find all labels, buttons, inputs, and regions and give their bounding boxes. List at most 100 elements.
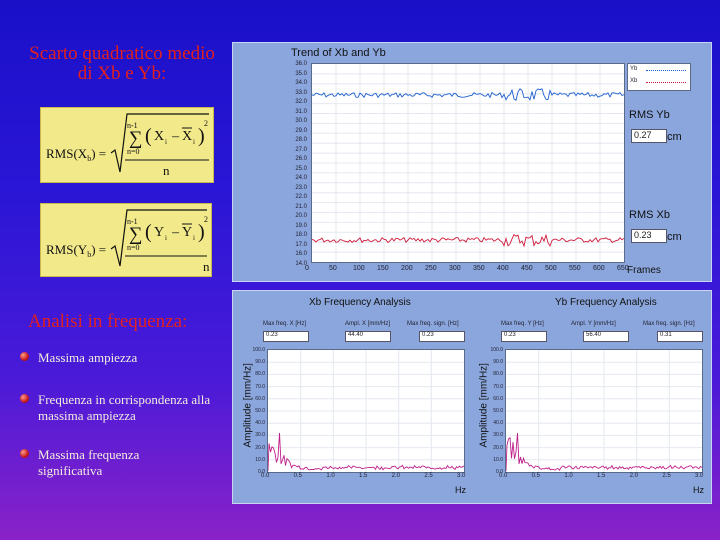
y-tick-label: 50.0	[255, 408, 265, 414]
y-tick-label: 80.0	[255, 371, 265, 378]
y-tick-label: 24.0	[295, 175, 307, 182]
trend-chart	[311, 64, 625, 262]
term-b: Y	[182, 225, 192, 240]
x-tick-label: 450	[521, 265, 533, 272]
yb-freq-plot	[505, 349, 703, 473]
y-tick-label: 20.0	[255, 444, 265, 451]
paren-close: )	[198, 221, 205, 243]
yb-freq-title: Yb Frequency Analysis	[555, 297, 657, 308]
y-tick-label: 17.0	[295, 241, 307, 248]
y-tick-label: 0.0	[258, 469, 265, 475]
bullet-freq-at-max: Frequenza in corrispondenza alla massima…	[38, 392, 211, 423]
x-tick-label: 1.5	[597, 473, 606, 479]
trend-x-unit: Frames	[627, 265, 661, 276]
power: 2	[204, 119, 208, 128]
rms-x-formula: RMS(Xb) = n-1 ∑ n=0 ( X i – X i ) 2 n	[40, 107, 214, 183]
y-tick-label: 32.0	[295, 99, 307, 106]
rms-xb-unit: cm	[667, 231, 682, 243]
y-tick-label: 14.0	[295, 261, 307, 267]
trend-x-axis: 0 50 100 150 200 250 300 350 400 450 500 550 600 650	[305, 265, 629, 275]
y-tick-label: 26.0	[295, 156, 307, 163]
xb-field-value-1: 0.23	[263, 331, 309, 342]
xb-spectrum-line	[267, 432, 465, 472]
legend-yb-label: Yb	[630, 66, 638, 72]
rms-xb-value: 0.23	[631, 229, 667, 243]
sum-lower: n=0	[127, 243, 140, 252]
denominator: n	[163, 163, 170, 178]
x-tick-label: 500	[545, 265, 557, 272]
legend-xb-label: Xb	[630, 78, 638, 84]
term-b-idx: i	[193, 138, 195, 146]
y-tick-label: 22.0	[295, 194, 307, 201]
y-tick-label: 0.0	[496, 469, 503, 475]
y-tick-label: 34.0	[295, 80, 307, 87]
yb-freq-y-axis: 100.0 90.0 80.0 70.0 60.0 50.0 40.0 30.0 20.0 10.…	[485, 347, 505, 481]
y-tick-label: 10.0	[493, 456, 503, 463]
x-tick-label: 1.5	[359, 473, 368, 479]
yb-field-value-2: 56.40	[583, 331, 629, 342]
y-tick-label: 19.0	[295, 222, 307, 229]
x-tick-label: 550	[569, 265, 581, 272]
bullet-max-amplitude: Massima ampiezza	[38, 350, 138, 365]
formula-x-lhs: RMS(Xb) =	[46, 146, 106, 163]
x-tick-label: 0.0	[499, 473, 508, 479]
x-tick-label: 200	[401, 265, 413, 272]
sqrt-sign	[110, 113, 209, 173]
term-a-idx: i	[165, 234, 167, 242]
y-tick-label: 60.0	[255, 395, 265, 402]
minus-sign: –	[171, 129, 180, 144]
term-b: X	[182, 129, 192, 144]
rms-y-formula-graphic: RMS(Yb) = n-1 ∑ n=0 ( Y i – Y i ) 2 n	[46, 209, 210, 274]
y-tick-label: 40.0	[255, 420, 265, 427]
yb-spectrum-line	[505, 432, 703, 472]
xb-field-label-3: Max freq. sign. [Hz]	[407, 321, 459, 327]
y-tick-label: 10.0	[255, 456, 265, 463]
trend-panel: Trend of Xb and Yb 36.0 35.0 34.0 33.0 32.0 3…	[232, 42, 712, 282]
y-tick-label: 36.0	[295, 61, 307, 67]
x-tick-label: 1.0	[564, 473, 573, 479]
yb-freq-x-axis: 0.0 0.5 1.0 1.5 2.0 2.5 3.0	[499, 473, 703, 481]
trend-title: Trend of Xb and Yb	[291, 47, 386, 59]
y-tick-label: 28.0	[295, 137, 307, 144]
trend-legend: Yb Xb	[627, 63, 691, 91]
xb-freq-x-axis: 0.0 0.5 1.0 1.5 2.0 2.5 3.0	[261, 473, 466, 481]
xb-field-value-2: 44.40	[345, 331, 391, 342]
y-tick-label: 100.0	[252, 347, 265, 353]
x-tick-label: 0.5	[531, 473, 540, 479]
y-tick-label: 70.0	[493, 383, 503, 390]
yb-freq-chart	[505, 350, 703, 472]
xb-freq-y-axis: 100.0 90.0 80.0 70.0 60.0 50.0 40.0 30.0 20.0 10.…	[247, 347, 267, 481]
xb-field-value-3: 0.23	[419, 331, 465, 342]
sum-upper: n-1	[127, 217, 138, 226]
paren-open: (	[145, 125, 152, 147]
sum-upper: n-1	[127, 121, 138, 130]
y-tick-label: 90.0	[493, 359, 503, 366]
y-tick-label: 20.0	[295, 213, 307, 220]
y-tick-label: 23.0	[295, 184, 307, 191]
xb-freq-chart	[267, 350, 465, 472]
yb-field-value-1: 0.23	[501, 331, 547, 342]
x-tick-label: 3.0	[457, 473, 466, 479]
y-tick-label: 31.0	[295, 108, 307, 115]
trend-plot	[311, 63, 625, 263]
y-tick-label: 35.0	[295, 70, 307, 77]
y-tick-label: 100.0	[490, 347, 503, 353]
yb-freq-xunit: Hz	[693, 485, 704, 495]
y-tick-label: 27.0	[295, 146, 307, 153]
x-tick-label: 300	[449, 265, 461, 272]
y-tick-label: 80.0	[493, 371, 503, 378]
paren-close: )	[198, 125, 205, 147]
legend-yb-swatch	[646, 70, 686, 71]
bullet-icon	[20, 394, 29, 403]
xb-freq-plot	[267, 349, 465, 473]
x-tick-label: 250	[425, 265, 437, 272]
y-tick-label: 40.0	[493, 420, 503, 427]
rms-yb-value: 0.27	[631, 129, 667, 143]
slide-heading: Scarto quadratico medio di Xb e Yb:	[29, 43, 215, 84]
y-tick-label: 25.0	[295, 165, 307, 172]
x-tick-label: 150	[377, 265, 389, 272]
y-tick-label: 33.0	[295, 89, 307, 96]
xb-field-label-2: Ampl. X [mm/Hz]	[345, 321, 391, 327]
term-b-idx: i	[193, 234, 195, 242]
y-tick-label: 18.0	[295, 232, 307, 239]
